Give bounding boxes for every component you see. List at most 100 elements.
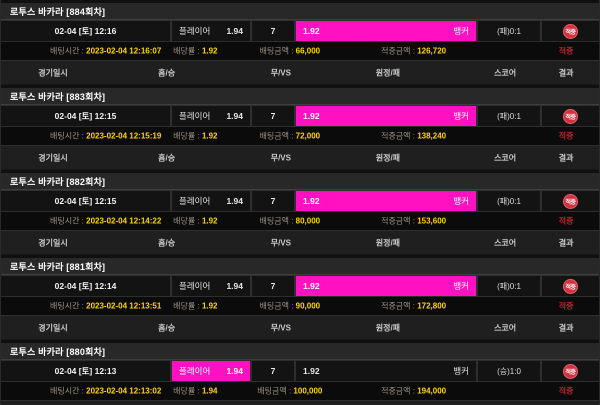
bet-time-label: 배팅시간 :: [49, 301, 84, 311]
score-text: (패)0:1: [497, 26, 521, 36]
win-amount-item: 적중금액 : 126,720: [381, 46, 446, 57]
win-amount-value: 153,600: [417, 216, 447, 226]
bet-amount-label: 배팅금액 :: [259, 301, 294, 311]
tie-odds-cell: 7: [252, 21, 294, 41]
round-title-bar: 로투스 바카라 [884회차]: [1, 3, 599, 20]
match-datetime-cell: 02-04 [토] 12:13: [1, 361, 170, 381]
hit-status-text: 적중: [558, 216, 574, 226]
banker-odds: 1.92: [303, 111, 320, 121]
col-header-away-lose: 원정/패: [375, 68, 401, 77]
col-header-match-datetime: 경기일시: [38, 153, 68, 162]
bet-time-value: 2023-02-04 12:13:02: [86, 386, 162, 396]
bet-result-row[interactable]: 02-04 [토] 12:15 플레이어 1.94 7 1.92 뱅커 (패)0…: [1, 190, 599, 212]
bet-amount-item: 배팅금액 : 72,000: [260, 131, 321, 142]
banker-odds: 1.92: [303, 196, 320, 206]
odds-label: 배당률 :: [173, 386, 200, 396]
tie-odds-cell: 7: [252, 191, 294, 211]
bet-time-label: 배팅시간 :: [49, 131, 84, 141]
odds-label: 배당률 :: [173, 131, 200, 141]
bet-time-item: 배팅시간 : 2023-02-04 12:13:51: [50, 301, 161, 312]
score-text: (패)0:1: [497, 281, 521, 291]
col-header-match-datetime: 경기일시: [38, 68, 68, 77]
tie-odds: 7: [270, 366, 276, 376]
col-header-match-datetime: 경기일시: [38, 323, 68, 332]
bet-amount-value: 66,000: [295, 46, 321, 56]
match-datetime-cell: 02-04 [토] 12:15: [1, 191, 170, 211]
bet-time-label: 배팅시간 :: [49, 386, 84, 396]
player-cell: 플레이어 1.94: [172, 106, 250, 126]
bet-result-row[interactable]: 02-04 [토] 12:15 플레이어 1.94 7 1.92 뱅커 (패)0…: [1, 105, 599, 127]
result-cell: 적중: [542, 276, 599, 296]
odds-value: 1.92: [201, 301, 218, 311]
block-top-gap: [1, 170, 599, 173]
round-title: 로투스 바카라 [881회차]: [10, 261, 106, 272]
bet-amount-value: 72,000: [295, 131, 321, 141]
bet-result-row[interactable]: 02-04 [토] 12:14 플레이어 1.94 7 1.92 뱅커 (패)0…: [1, 275, 599, 297]
win-amount-item: 적중금액 : 153,600: [381, 216, 446, 227]
player-label: 플레이어: [179, 111, 211, 121]
player-label: 플레이어: [179, 196, 211, 206]
banker-label: 뱅커: [453, 366, 469, 376]
win-amount-value: 138,240: [417, 131, 447, 141]
odds-item: 배당률 : 1.92: [173, 46, 217, 57]
player-odds: 1.94: [226, 196, 243, 206]
bet-time-value: 2023-02-04 12:15:19: [86, 131, 162, 141]
round-block: 로투스 바카라 [882회차] 02-04 [토] 12:15 플레이어 1.9…: [1, 170, 599, 255]
score-text: (패)0:1: [497, 111, 521, 121]
bet-time-value: 2023-02-04 12:13:51: [86, 301, 162, 311]
round-title-bar: 로투스 바카라 [883회차]: [1, 88, 599, 105]
bet-amount-value: 80,000: [295, 216, 321, 226]
col-header-draw-vs: 무/VS: [270, 238, 291, 247]
odds-value: 1.92: [201, 46, 218, 56]
match-datetime: 02-04 [토] 12:14: [54, 281, 117, 291]
match-datetime: 02-04 [토] 12:13: [54, 366, 117, 376]
bet-amount-label: 배팅금액 :: [259, 131, 294, 141]
hit-status-text: 적중: [558, 386, 574, 396]
match-datetime-cell: 02-04 [토] 12:16: [1, 21, 170, 41]
match-datetime: 02-04 [토] 12:15: [54, 196, 117, 206]
result-cell: 적중: [542, 106, 599, 126]
banker-label: 뱅커: [453, 281, 469, 291]
col-header-score: 스코어: [494, 323, 517, 332]
col-header-draw-vs: 무/VS: [270, 323, 291, 332]
result-cell: 적중: [542, 191, 599, 211]
col-header-score: 스코어: [494, 238, 517, 247]
round-block: 로투스 바카라 [884회차] 02-04 [토] 12:16 플레이어 1.9…: [1, 0, 599, 85]
bet-result-row[interactable]: 02-04 [토] 12:16 플레이어 1.94 7 1.92 뱅커 (패)0…: [1, 20, 599, 42]
round-title-bar: 로투스 바카라 [880회차]: [1, 343, 599, 360]
win-amount-item: 적중금액 : 138,240: [381, 131, 446, 142]
bet-time-label: 배팅시간 :: [49, 216, 84, 226]
win-amount-label: 적중금액 :: [381, 386, 415, 396]
col-header-result: 결과: [558, 68, 574, 77]
player-label: 플레이어: [179, 26, 211, 36]
result-cell: 적중: [542, 21, 599, 41]
tie-odds-cell: 7: [252, 276, 294, 296]
col-header-draw-vs: 무/VS: [270, 153, 291, 162]
round-title: 로투스 바카라 [884회차]: [10, 6, 106, 17]
column-header-row: 경기일시 홈/승 무/VS 원정/패 스코어 결과: [1, 230, 599, 254]
score-cell: (승)1:0: [478, 361, 540, 381]
banker-label: 뱅커: [453, 111, 469, 121]
match-datetime: 02-04 [토] 12:16: [54, 26, 117, 36]
win-amount-value: 126,720: [417, 46, 447, 56]
hit-status-text: 적중: [558, 46, 574, 56]
odds-item: 배당률 : 1.92: [173, 131, 217, 142]
round-title-bar: 로투스 바카라 [881회차]: [1, 258, 599, 275]
bet-time-item: 배팅시간 : 2023-02-04 12:14:22: [50, 216, 161, 227]
banker-label: 뱅커: [453, 26, 469, 36]
odds-label: 배당률 :: [173, 216, 200, 226]
hit-status-text: 적중: [558, 301, 574, 311]
bet-result-row[interactable]: 02-04 [토] 12:13 플레이어 1.94 7 1.92 뱅커 (승)1…: [1, 360, 599, 382]
column-header-row: 경기일시 홈/승 무/VS 원정/패 스코어 결과: [1, 145, 599, 169]
col-header-home-win: 홈/승: [158, 68, 176, 77]
col-header-draw-vs: 무/VS: [270, 68, 291, 77]
odds-value: 1.92: [201, 131, 218, 141]
bet-amount-item: 배팅금액 : 66,000: [260, 46, 321, 57]
bet-info-row: 배팅시간 : 2023-02-04 12:14:22 배당률 : 1.92 배팅…: [1, 212, 599, 230]
player-label: 플레이어: [179, 366, 211, 376]
bet-info-row: 배팅시간 : 2023-02-04 12:13:51 배당률 : 1.92 배팅…: [1, 297, 599, 315]
col-header-match-datetime: 경기일시: [38, 238, 68, 247]
round-block: 로투스 바카라 [880회차] 02-04 [토] 12:13 플레이어 1.9…: [1, 340, 599, 405]
round-block: 로투스 바카라 [883회차] 02-04 [토] 12:15 플레이어 1.9…: [1, 85, 599, 170]
